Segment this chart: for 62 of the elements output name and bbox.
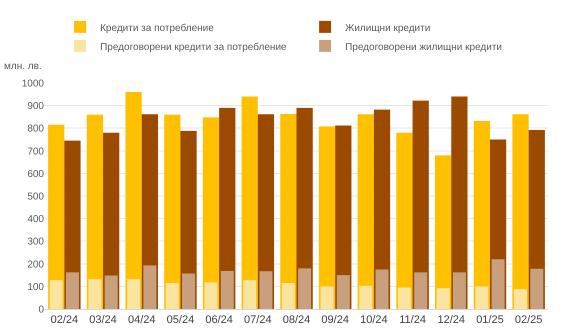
bar xyxy=(259,271,272,309)
legend-label: Предоговорени кредити за потребление xyxy=(100,42,288,53)
y-tick-label: 700 xyxy=(27,146,44,158)
bar xyxy=(298,268,312,309)
bar xyxy=(376,269,389,309)
y-tick-label: 800 xyxy=(27,124,44,135)
legend-label: Жилищни кредити xyxy=(345,22,430,34)
x-tick-label: 03/24 xyxy=(89,314,117,326)
x-tick-label: 06/24 xyxy=(205,314,233,326)
bar xyxy=(243,280,256,309)
x-tick-label: 11/24 xyxy=(399,314,426,326)
bar xyxy=(530,268,544,309)
legend-label: Предоговорени жилищни кредити xyxy=(345,42,502,53)
x-tick-label: 10/24 xyxy=(360,314,388,326)
x-tick-label: 09/24 xyxy=(321,314,349,326)
bar xyxy=(282,283,295,309)
y-axis-title: млн. лв. xyxy=(4,61,42,72)
bar xyxy=(435,155,452,309)
bar xyxy=(452,272,466,309)
bar xyxy=(127,279,140,309)
bar xyxy=(414,272,428,309)
y-tick-label: 900 xyxy=(27,101,44,112)
y-tick-label: 300 xyxy=(27,236,44,248)
x-tick-label: 08/24 xyxy=(282,314,310,326)
y-tick-label: 500 xyxy=(27,192,44,202)
y-tick-label: 600 xyxy=(27,168,44,180)
bar xyxy=(66,272,79,309)
bar xyxy=(320,286,334,309)
bar xyxy=(143,265,156,309)
x-tick-label: 05/24 xyxy=(166,314,194,326)
bar xyxy=(88,279,102,309)
bar xyxy=(359,286,372,309)
bar xyxy=(512,114,529,309)
bar xyxy=(182,274,196,309)
x-tick-label: 02/24 xyxy=(50,314,78,326)
x-tick-label: 01/25 xyxy=(476,314,504,326)
bar xyxy=(398,288,411,309)
bar xyxy=(436,288,450,309)
y-tick-label: 200 xyxy=(27,259,44,270)
x-tick-label: 12/24 xyxy=(438,314,466,326)
x-tick-label: 02/25 xyxy=(514,314,542,326)
y-tick-label: 1000 xyxy=(22,78,44,90)
bar xyxy=(50,280,63,309)
bar xyxy=(475,286,488,309)
x-tick-label: 04/24 xyxy=(128,314,156,326)
bar xyxy=(492,259,505,309)
x-tick-label: 07/24 xyxy=(244,314,272,326)
bar xyxy=(166,283,179,309)
bar xyxy=(514,289,528,309)
bar xyxy=(280,114,296,309)
bar xyxy=(104,276,118,309)
bar xyxy=(220,271,234,309)
bar xyxy=(358,114,374,309)
bar xyxy=(336,275,350,309)
y-tick-label: 0 xyxy=(38,304,44,316)
legend-label: Кредити за потребление xyxy=(100,22,214,34)
bar xyxy=(164,114,180,309)
bar xyxy=(204,282,218,309)
y-tick-label: 400 xyxy=(27,214,44,226)
bar xyxy=(242,96,258,309)
bar xyxy=(474,120,490,309)
y-tick-label: 100 xyxy=(27,282,44,293)
